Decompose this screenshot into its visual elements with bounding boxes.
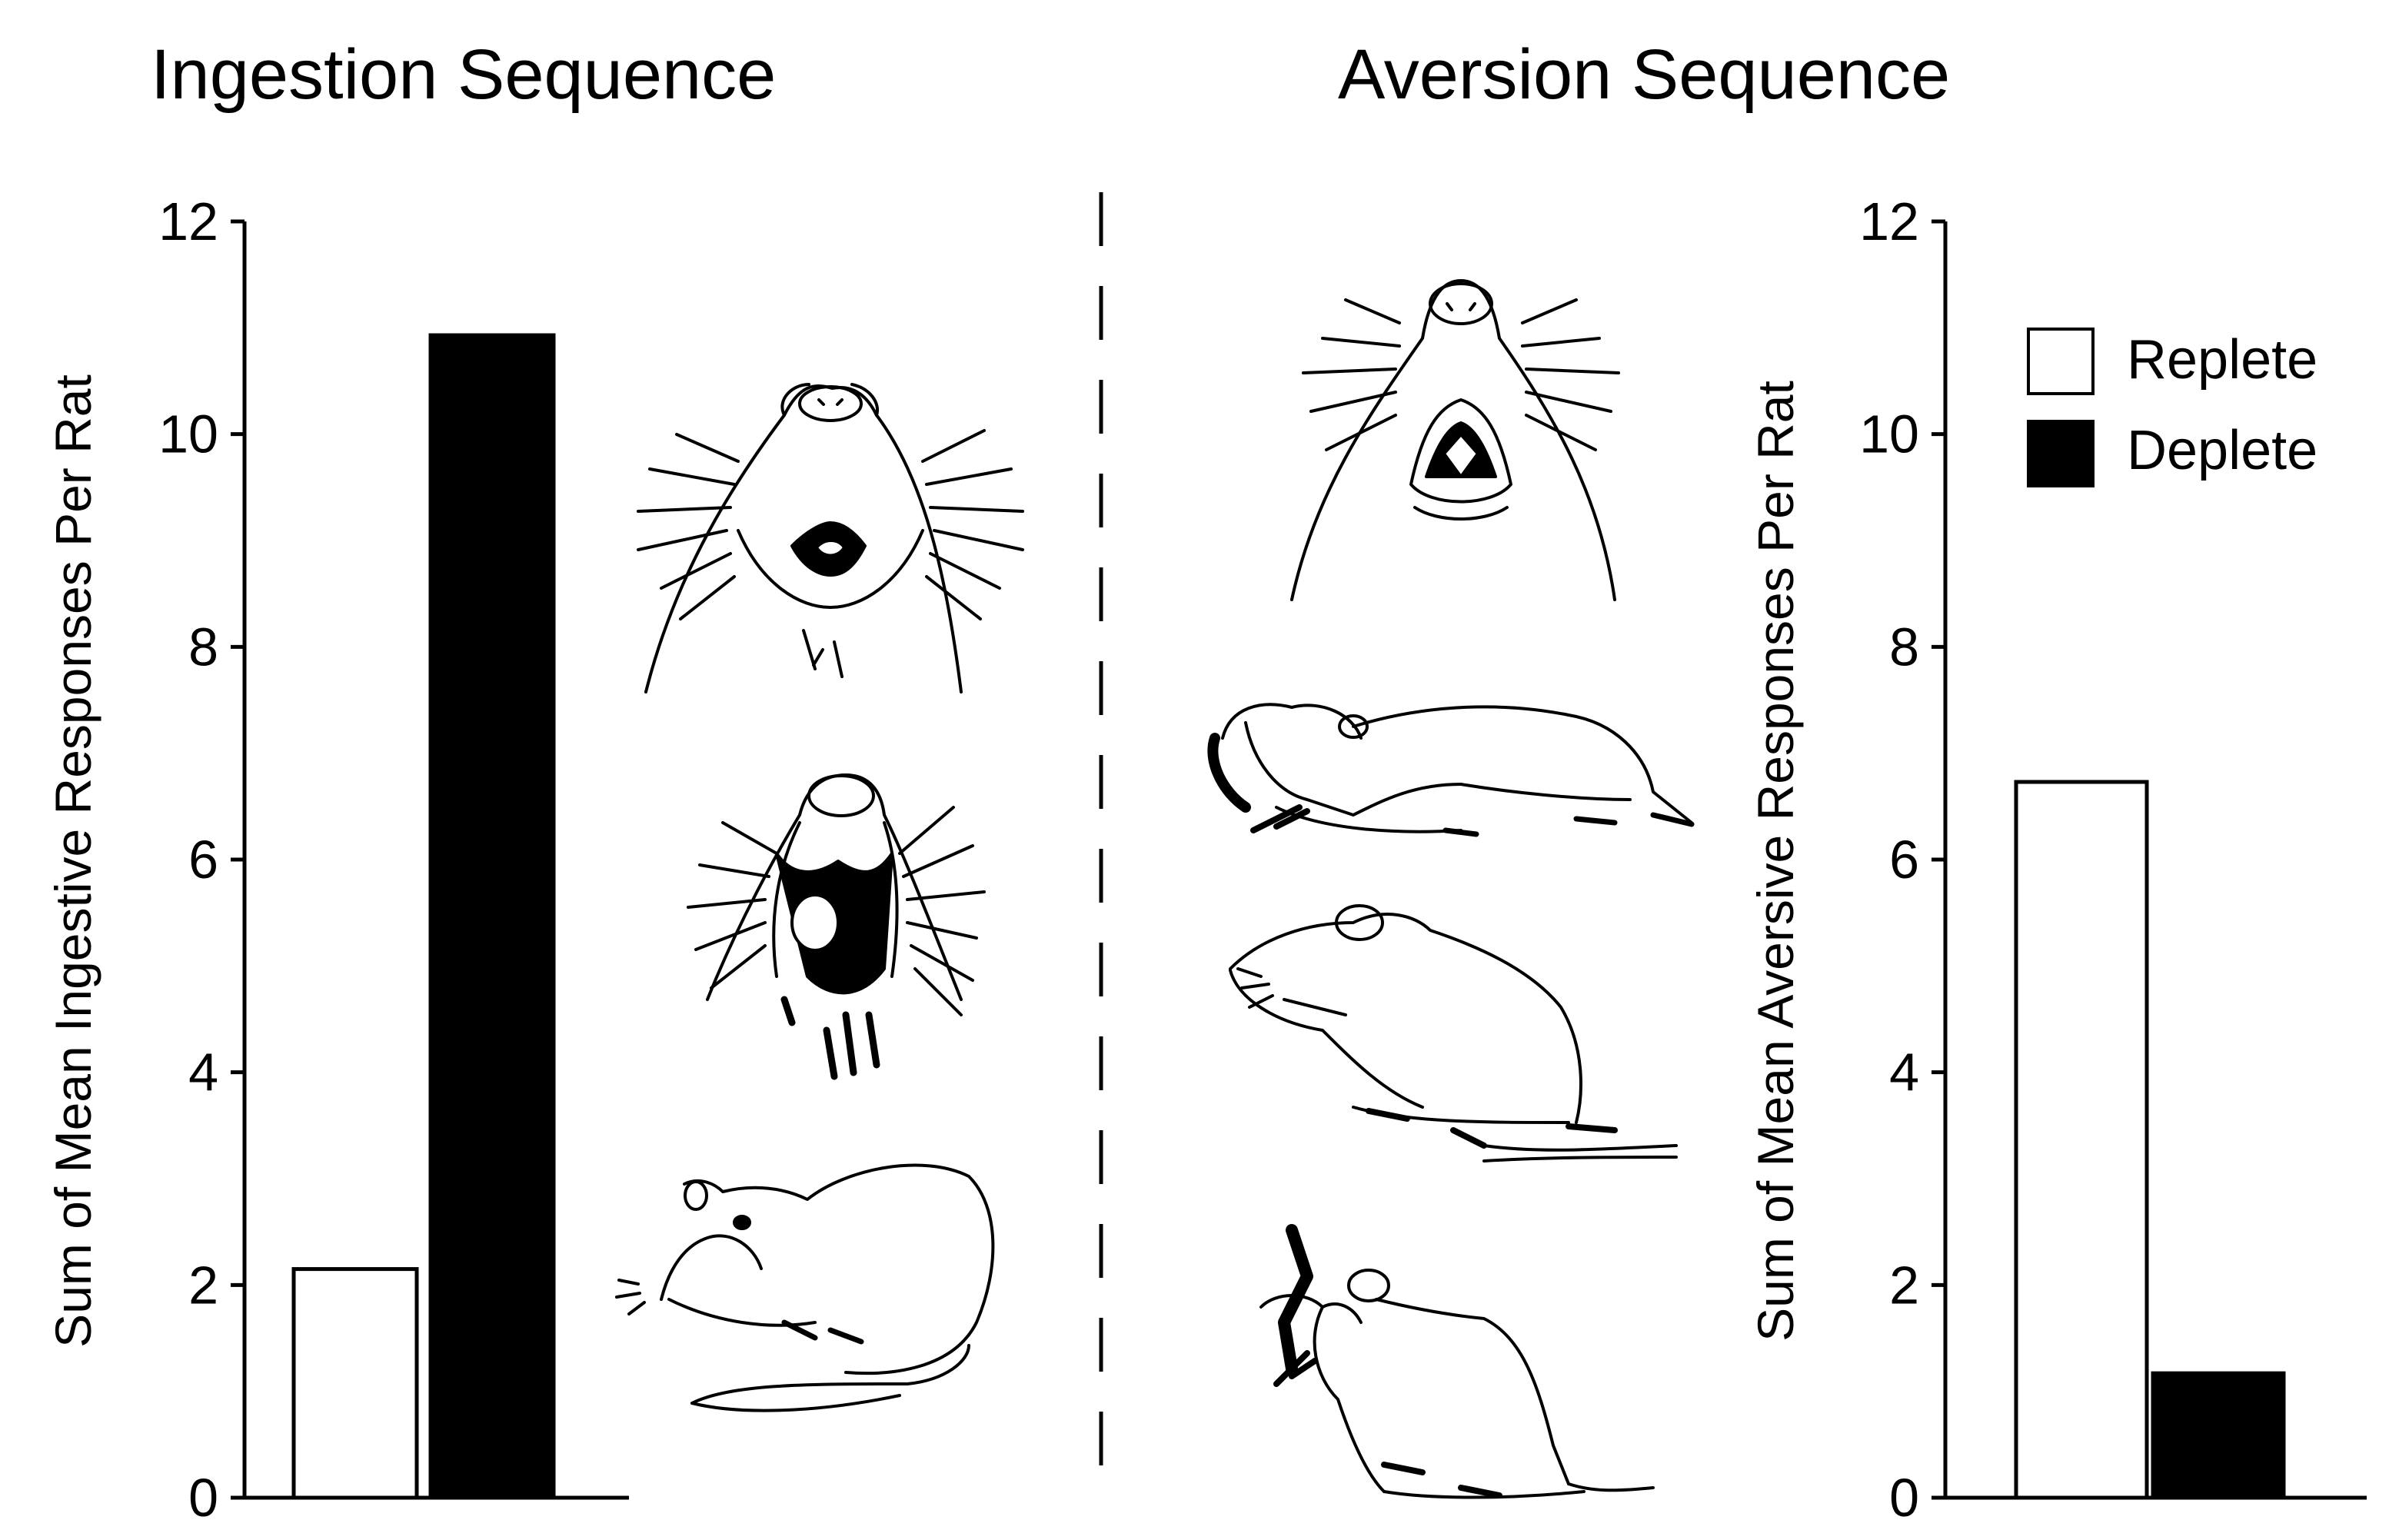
rat-tongue-protrusion-icon: [637, 383, 1024, 693]
aversion-y-tick-label: 10: [1859, 404, 1919, 464]
legend-label-replete: Replete: [2127, 329, 2317, 391]
aversion-bar-replete: [2014, 780, 2149, 1500]
legend-item-deplete: Deplete: [2027, 420, 2317, 487]
aversion-y-tick-label: 6: [1889, 830, 1919, 890]
aversion-y-ticks: 0 2 4 6 8 10 12: [1859, 191, 1945, 1528]
ingestion-y-ticks: 0 2 4 6 8 10 12: [158, 191, 245, 1528]
ingestion-y-tick-label: 2: [188, 1255, 218, 1315]
rat-lateral-tongue-protrusion-icon: [687, 773, 986, 1080]
aversion-y-tick-label: 2: [1889, 1255, 1919, 1315]
legend-swatch-replete: [2027, 328, 2095, 395]
ingestion-y-tick-label: 8: [188, 617, 218, 677]
aversion-y-tick-label: 12: [1859, 191, 1919, 251]
ingestion-bar-deplete: [428, 333, 556, 1500]
aversion-axes: [1932, 221, 2367, 1500]
rat-face-wash-icon: [1259, 1224, 1655, 1499]
legend-item-replete: Replete: [2027, 328, 2317, 395]
aversion-bars: [2014, 780, 2286, 1500]
aversion-y-tick-label: 8: [1889, 617, 1919, 677]
aversion-y-tick-label: 0: [1889, 1468, 1919, 1528]
rat-paw-licking-icon: [615, 1163, 995, 1412]
aversion-y-axis-label: Sum of Mean Aversive Responses Per Rat: [1747, 381, 1804, 1342]
ingestion-bar-replete: [291, 1267, 419, 1500]
ingestion-chart: 0 2 4 6 8 10 12 Sum of Mean Ingestive Response…: [45, 191, 629, 1528]
ingestion-title: Ingestion Sequence: [151, 35, 776, 114]
ingestion-y-tick-label: 10: [158, 404, 218, 464]
legend-swatch-deplete: [2027, 420, 2095, 487]
aversion-chart: 0 2 4 6 8 10 12 Sum of Mean Aversive Responses…: [1747, 191, 2367, 1528]
rat-chin-rub-icon: [1207, 703, 1695, 837]
ingestion-y-tick-label: 0: [188, 1468, 218, 1528]
ingestion-y-tick-label: 4: [188, 1043, 218, 1103]
aversion-bar-deplete: [2151, 1371, 2286, 1500]
legend: Replete Deplete: [2027, 328, 2317, 487]
ingestion-y-axis-label: Sum of Mean Ingestive Responses Per Rat: [45, 374, 101, 1348]
aversion-y-tick-label: 4: [1889, 1043, 1919, 1103]
rat-head-shake-icon: [1229, 904, 1678, 1162]
ingestion-y-tick-label: 12: [158, 191, 218, 251]
ingestion-bars: [291, 333, 556, 1500]
ingestion-y-tick-label: 6: [188, 830, 218, 890]
rat-gape-icon: [1290, 279, 1620, 601]
aversion-title: Aversion Sequence: [1338, 35, 1950, 114]
legend-label-deplete: Deplete: [2127, 420, 2317, 481]
